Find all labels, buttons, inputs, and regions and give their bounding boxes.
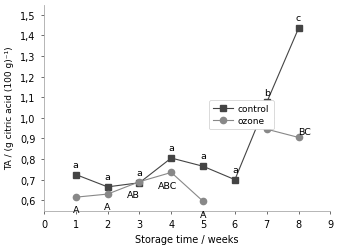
Text: BC: BC — [298, 128, 311, 137]
Line: ozone: ozone — [264, 126, 302, 141]
Text: a: a — [232, 165, 238, 174]
Text: ABC: ABC — [158, 181, 177, 190]
control — [265, 102, 269, 104]
Text: a: a — [200, 152, 206, 161]
Line: control: control — [73, 26, 302, 190]
control — [297, 28, 301, 31]
Text: C: C — [267, 117, 274, 126]
ozone — [297, 136, 301, 139]
Legend: control, ozone: control, ozone — [209, 100, 274, 130]
Text: A: A — [73, 206, 79, 214]
Y-axis label: TA / (g citric acid (100 g)⁻¹): TA / (g citric acid (100 g)⁻¹) — [5, 46, 15, 170]
Text: b: b — [264, 88, 270, 97]
Text: c: c — [296, 14, 301, 24]
control — [169, 157, 173, 160]
Text: a: a — [137, 168, 142, 177]
Text: a: a — [105, 172, 111, 181]
Text: AB: AB — [127, 190, 140, 199]
control — [105, 186, 109, 188]
Text: A: A — [200, 210, 206, 219]
ozone — [265, 128, 269, 131]
control — [201, 165, 205, 168]
Text: a: a — [168, 144, 174, 153]
control — [137, 182, 141, 184]
X-axis label: Storage time / weeks: Storage time / weeks — [135, 234, 239, 244]
Text: a: a — [73, 160, 79, 169]
control — [233, 178, 237, 182]
control — [74, 173, 78, 176]
Text: A: A — [104, 202, 111, 211]
